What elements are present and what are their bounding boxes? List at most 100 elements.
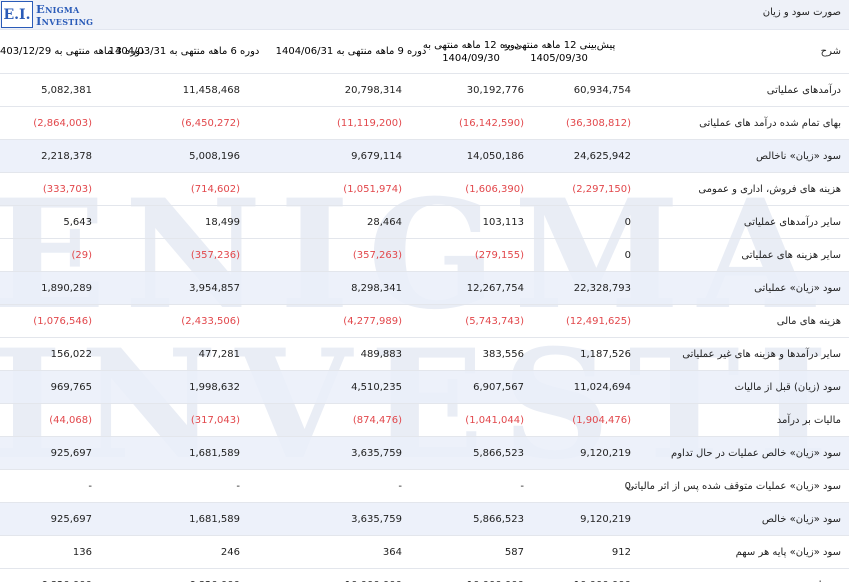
value-cell: 3,635,759: [351, 513, 402, 525]
value-cell: (357,263): [352, 249, 402, 261]
value-cell: (714,602): [190, 183, 240, 195]
value-cell: (1,041,044): [465, 414, 524, 426]
value-cell: 1,187,526: [580, 348, 631, 360]
value-cell: 2,218,378: [41, 150, 92, 162]
row-label: سایر هزینه های عملیاتی: [741, 249, 841, 261]
column-header-line: دوره 9 ماهه منتهی به 1404/06/31: [275, 46, 427, 57]
value-cell: 477,281: [198, 348, 240, 360]
value-cell: 489,883: [360, 348, 402, 360]
row-label: سایر درآمدها و هزینه های غیر عملیاتی: [682, 348, 841, 360]
column-header-line: دوره 3 ماهه منتهی به 1403/12/29: [0, 46, 145, 57]
value-cell: 587: [504, 546, 524, 558]
table-row: سود (زیان) قبل از مالیات 11,024,694 6,907,…: [0, 371, 849, 404]
value-cell: 136: [72, 546, 92, 558]
value-cell: 14,050,186: [466, 150, 524, 162]
value-cell: (874,476): [352, 414, 402, 426]
row-label: سود «زیان» پایه هر سهم: [735, 546, 841, 558]
row-label: هزینه های مالی: [776, 315, 841, 327]
value-cell: 18,499: [205, 216, 240, 228]
table-header-row: شرح پیش‌بینی 12 ماهه منتهی به 1405/09/30…: [0, 30, 849, 74]
table-row: سود «زیان» عملیاتی 22,328,793 12,267,754 8,…: [0, 272, 849, 305]
table-row: سود «زیان» عملیات متوقف شده پس از اثر ما…: [0, 470, 849, 503]
column-header-9m: دوره 9 ماهه منتهی به 1404/06/31: [271, 30, 431, 73]
table-row: سایر درآمدهای عملیاتی 0 103,113 28,464 18,49…: [0, 206, 849, 239]
value-cell: (279,155): [474, 249, 524, 261]
value-cell: 3,635,759: [351, 447, 402, 459]
value-cell: 11,024,694: [573, 381, 631, 393]
value-cell: 10,000,000: [345, 569, 402, 582]
value-cell: 0: [624, 216, 631, 228]
value-cell: 12,267,754: [466, 282, 524, 294]
row-label: سود «زیان» خالص عملیات در حال تداوم: [671, 447, 841, 459]
value-cell: 0: [624, 480, 631, 492]
value-cell: 5,866,523: [473, 447, 524, 459]
table-row: سایر درآمدها و هزینه های غیر عملیاتی 1,18…: [0, 338, 849, 371]
value-cell: -: [398, 480, 402, 492]
logo-text: Enigma Investing: [36, 3, 93, 27]
value-cell: 925,697: [50, 447, 92, 459]
header-bar: E.I. Enigma Investing صورت سود و زیان: [0, 0, 849, 30]
header-label: شرح: [820, 46, 841, 57]
value-cell: 1,890,289: [41, 282, 92, 294]
column-header-line: دوره 6 ماهه منتهی به 1404/03/31: [108, 46, 260, 57]
value-cell: (333,703): [42, 183, 92, 195]
value-cell: (4,277,989): [343, 315, 402, 327]
row-label: هزینه های فروش، اداری و عمومی: [698, 183, 841, 195]
value-cell: (6,450,272): [181, 117, 240, 129]
value-cell: 969,765: [50, 381, 92, 393]
row-label: سود «زیان» عملیات متوقف شده پس از اثر ما…: [626, 480, 841, 492]
column-header-forecast: پیش‌بینی 12 ماهه منتهی به 1405/09/30: [484, 30, 634, 73]
logo-mark: E.I.: [1, 1, 33, 28]
value-cell: 156,022: [50, 348, 92, 360]
value-cell: (1,606,390): [465, 183, 524, 195]
value-cell: 1,681,589: [189, 447, 240, 459]
value-cell: (317,043): [190, 414, 240, 426]
value-cell: 24,625,942: [573, 150, 631, 162]
value-cell: (44,068): [49, 414, 92, 426]
table-row: بهای تمام شده درآمد های عملیاتی (36,308,8…: [0, 107, 849, 140]
value-cell: 5,866,523: [473, 513, 524, 525]
value-cell: 4,510,235: [351, 381, 402, 393]
table-body: درآمدهای عملیاتی 60,934,754 30,192,776 20,7…: [0, 74, 849, 582]
value-cell: 912: [611, 546, 631, 558]
value-cell: -: [520, 480, 524, 492]
table-row: سود «زیان» پایه هر سهم 912 587 364 246 136: [0, 536, 849, 569]
value-cell: 9,120,219: [580, 447, 631, 459]
value-cell: 20,798,314: [344, 84, 402, 96]
row-label: سرمایه: [811, 569, 841, 582]
value-cell: 5,082,381: [41, 84, 92, 96]
logo-line-1: Enigma: [36, 1, 80, 16]
value-cell: 6,820,000: [41, 569, 92, 582]
table-row: سود «زیان» خالص عملیات در حال تداوم 9,120…: [0, 437, 849, 470]
value-cell: 60,934,754: [573, 84, 631, 96]
table-row: سود «زیان» ناخالص 24,625,942 14,050,186 9,6…: [0, 140, 849, 173]
value-cell: (29): [71, 249, 92, 261]
value-cell: 10,000,000: [467, 569, 524, 582]
value-cell: (2,297,150): [572, 183, 631, 195]
column-header-12m: دوره 12 ماهه منتهی به 1404/09/30: [411, 30, 531, 73]
column-header-line: پیش‌بینی 12 ماهه منتهی به: [502, 39, 616, 51]
value-cell: 1,681,589: [189, 513, 240, 525]
value-cell: 246: [220, 546, 240, 558]
value-cell: 0: [624, 249, 631, 261]
value-cell: 9,120,219: [580, 513, 631, 525]
table-row: مالیات بر درآمد (1,904,476) (1,041,044) (87…: [0, 404, 849, 437]
value-cell: 103,113: [482, 216, 524, 228]
table-row: هزینه های مالی (12,491,625) (5,743,743) (4,…: [0, 305, 849, 338]
row-label: سایر درآمدهای عملیاتی: [743, 216, 841, 228]
income-statement-table: شرح پیش‌بینی 12 ماهه منتهی به 1405/09/30…: [0, 30, 849, 582]
value-cell: (2,433,506): [181, 315, 240, 327]
row-label: درآمدهای عملیاتی: [766, 84, 841, 96]
column-header-line: دوره 12 ماهه منتهی به: [422, 39, 520, 51]
table-row: سود «زیان» خالص 9,120,219 5,866,523 3,635,7…: [0, 503, 849, 536]
page-title: صورت سود و زیان: [762, 7, 841, 18]
row-label: سود «زیان» خالص: [761, 513, 841, 525]
value-cell: 28,464: [367, 216, 402, 228]
value-cell: -: [236, 480, 240, 492]
value-cell: (1,051,974): [343, 183, 402, 195]
value-cell: 5,008,196: [189, 150, 240, 162]
row-label: سود (زیان) قبل از مالیات: [734, 381, 841, 393]
value-cell: 10,000,000: [574, 569, 631, 582]
value-cell: 925,697: [50, 513, 92, 525]
